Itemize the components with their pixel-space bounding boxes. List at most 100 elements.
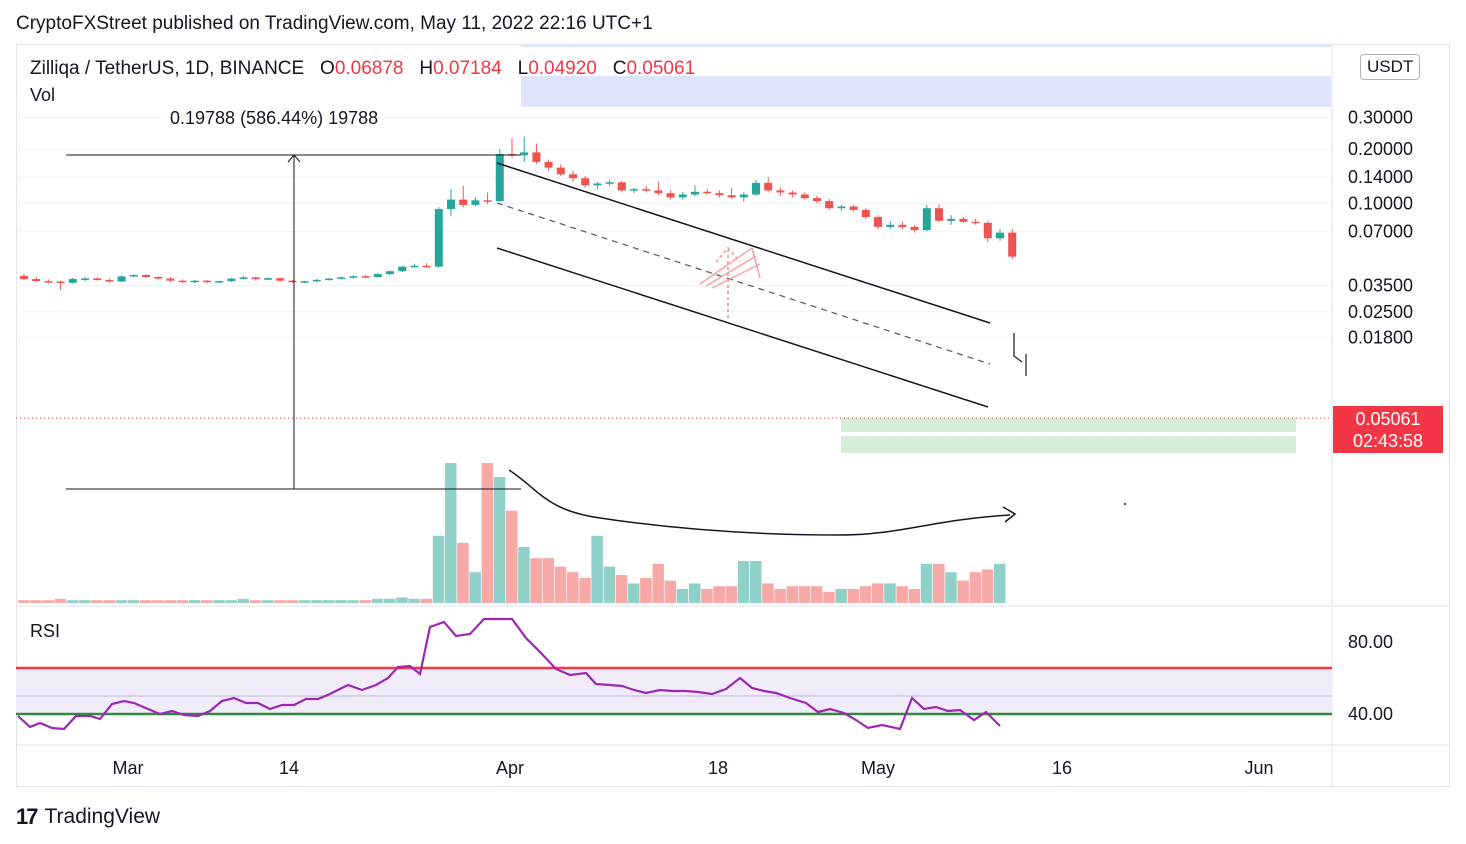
volume-bar [506,510,518,603]
volume-bar [811,586,823,603]
candle-body [642,189,651,191]
rsi-tick: 80.00 [1348,632,1393,652]
volume-bar [847,589,860,603]
candle-body [556,167,565,175]
candle-body [166,278,175,281]
candle-body [129,275,138,277]
candle-body [251,277,260,280]
brand-name: TradingView [44,805,161,828]
volume-bar [798,586,811,603]
support-zone-lower [841,436,1296,453]
volume-bar [310,600,323,603]
volume-bar [920,563,933,603]
volume-bar [530,558,542,603]
candle-body [142,275,150,277]
volume-bars [18,463,1006,603]
volume-bar [140,600,152,603]
volume-bar [79,600,91,603]
candle-body [764,182,773,191]
candle-body [459,199,468,205]
candle-body [715,193,724,196]
volume-bar [18,600,30,603]
volume-bar [640,577,652,603]
volume-bar [567,572,579,603]
candles [20,136,1017,291]
volume-bar [591,535,603,603]
candle-body [227,278,236,282]
candle-body [947,218,956,221]
high-value: 0.07184 [433,58,502,79]
candle-body [117,276,126,282]
low-value: 0.04920 [528,58,597,79]
volume-bar [762,583,774,603]
volume-bar [127,600,140,603]
candle-body [727,195,736,198]
volume-bar [859,586,872,603]
time-tick: 18 [708,758,728,778]
volume-bar [884,583,896,603]
candle-body [617,182,626,191]
candle-body [178,280,187,283]
candle-body [398,266,407,272]
tradingview-logo[interactable]: 17 TradingView [16,804,160,830]
volume-bar [750,561,762,603]
volume-bar [737,561,750,603]
support-zone-upper [841,418,1296,432]
candle-body [605,182,614,184]
symbol-legend: Zilliqa / TetherUS, 1D, BINANCE O0.06878… [30,58,695,80]
volume-bar [908,589,921,603]
candle-body [1008,232,1017,257]
candle-body [678,194,687,198]
volume-bar [115,600,128,603]
symbol-name[interactable]: Zilliqa / TetherUS, 1D, BINANCE [30,58,305,79]
volume-bar [335,600,347,603]
volume-bar [896,586,908,603]
candle-body [349,276,358,278]
volume-bar [554,566,567,603]
volume-bar [384,598,396,603]
currency-button[interactable]: USDT [1360,54,1421,80]
time-tick: Apr [496,758,524,778]
candle-body [325,278,333,281]
candle-body [264,278,272,280]
candle-body [654,190,663,194]
volume-bar [945,572,957,603]
volume-bar [274,600,286,603]
low-label: L [517,58,529,79]
candle-body [288,280,297,283]
volume-bar [457,542,469,603]
candle-body [337,277,346,279]
price-tick: 0.20000 [1348,139,1413,159]
projection-arrow-head [1002,506,1017,523]
close-value: 0.05061 [626,58,696,79]
volume-bar [994,563,1006,603]
volume-label[interactable]: Vol [30,85,56,105]
rsi-label[interactable]: RSI [30,621,61,641]
channel-mid-line [496,202,991,365]
volume-bar [420,598,433,603]
last-price-badge: 0.05061 02:43:58 [1333,406,1443,453]
candle-body [996,232,1004,239]
volume-bar [518,547,530,603]
rsi-axis-ticks: 80.00 40.00 [1348,632,1393,724]
close-label: C [612,58,627,79]
open-label: O [320,58,335,79]
candle-body [300,281,309,283]
volume-bar [652,563,664,603]
candle-body [800,194,809,199]
candle-body [276,278,285,281]
volume-bar [298,600,311,603]
volume-bar [347,600,359,603]
volume-bar [628,583,640,603]
time-tick: Jun [1244,758,1273,778]
volume-bar [432,535,445,603]
volume-bar [445,463,457,603]
candle-body [935,208,943,221]
candle-body [910,226,919,231]
candle-body [447,199,455,210]
candle-body [361,276,370,278]
candle-body [81,278,89,280]
time-tick: May [861,758,895,778]
price-tick: 0.07000 [1348,221,1413,241]
